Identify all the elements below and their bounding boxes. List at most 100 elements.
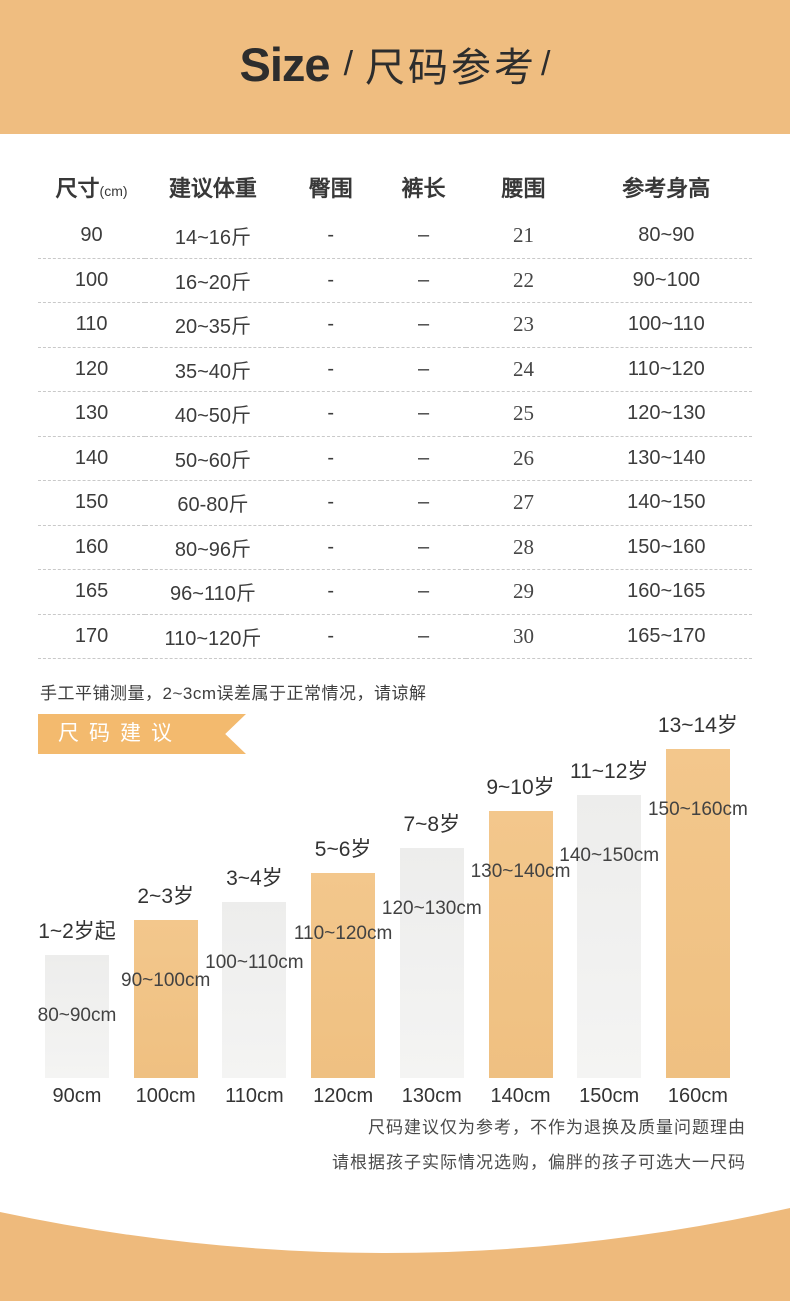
bar-range-label: 120~130cm xyxy=(381,898,482,919)
table-cell: 90 xyxy=(38,214,146,259)
table-cell: 130~140 xyxy=(580,436,752,481)
bar-age-label: 11~12岁 xyxy=(569,760,649,783)
bar-age-label: 13~14岁 xyxy=(657,714,738,737)
table-cell: 30 xyxy=(466,614,581,659)
size-advice-ribbon: 尺码建议 xyxy=(38,714,246,754)
table-row: 165 96~110斤 - –29 160~165 xyxy=(38,569,752,615)
table-cell: 90~100 xyxy=(580,258,752,303)
axis-label: 150cm xyxy=(579,1085,640,1107)
table-cell: – xyxy=(380,569,467,615)
table-cell: 110~120斤 xyxy=(145,614,281,659)
size-table-header-row: 尺寸(cm) 建议体重 臀围 裤长 腰围 参考身高 xyxy=(38,160,752,214)
table-cell: 120 xyxy=(38,347,146,392)
column-header: 臀围 xyxy=(308,176,353,201)
column-header: 裤长 xyxy=(401,176,446,201)
bar-age-label: 2~3岁 xyxy=(137,885,194,908)
table-cell: 160~165 xyxy=(580,569,752,615)
column-header: 参考身高 xyxy=(622,176,711,201)
chart-bar xyxy=(488,811,553,1078)
table-cell: 100~110 xyxy=(580,302,752,348)
table-cell: 110 xyxy=(38,302,146,348)
table-cell: - xyxy=(280,347,381,392)
table-cell: 140 xyxy=(38,436,146,481)
chart-bar xyxy=(222,902,287,1078)
disclaimer-line-1: 尺码建议仅为参考，不作为退换及质量问题理由 xyxy=(368,1118,746,1137)
table-cell: 26 xyxy=(466,436,581,481)
table-cell: 20~35斤 xyxy=(145,302,281,348)
table-cell: - xyxy=(280,569,381,615)
table-cell: - xyxy=(280,214,381,259)
table-cell: 160 xyxy=(38,525,146,570)
table-row: 170 110~120斤 - –30 165~170 xyxy=(38,614,752,659)
table-cell: 27 xyxy=(466,480,581,526)
axis-label: 120cm xyxy=(313,1085,374,1107)
table-cell: – xyxy=(380,214,467,259)
footer-wave xyxy=(0,1208,790,1301)
bar-range-label: 130~140cm xyxy=(470,861,571,882)
table-cell: 80~96斤 xyxy=(145,525,281,570)
size-recommendation-chart: 1~2岁起 80~90cm 90cm 2~3岁 90~100cm 100cm 3~4岁 100… xyxy=(38,703,752,1108)
table-cell: - xyxy=(280,436,381,481)
table-cell: - xyxy=(280,302,381,348)
title-end-slash: / xyxy=(541,44,551,83)
table-row: 160 80~96斤 - –28 150~160 xyxy=(38,525,752,570)
table-cell: 21 xyxy=(466,214,581,259)
bar-age-label: 9~10岁 xyxy=(486,776,555,799)
table-cell: 140~150 xyxy=(580,480,752,526)
size-table: 尺寸(cm) 建议体重 臀围 裤长 腰围 参考身高 90 14~16斤 - –21 80~90 10… xyxy=(38,160,752,659)
axis-label: 90cm xyxy=(52,1085,102,1107)
table-cell: 40~50斤 xyxy=(145,391,281,437)
table-cell: 29 xyxy=(466,569,581,615)
bar-range-label: 150~160cm xyxy=(647,799,748,820)
table-cell: 35~40斤 xyxy=(145,347,281,392)
bar-range-label: 140~150cm xyxy=(559,845,660,866)
header-banner: Size / 尺码参考 / xyxy=(0,0,790,134)
column-header: 尺寸(cm) xyxy=(55,176,128,201)
table-cell: 14~16斤 xyxy=(145,214,281,259)
table-cell: 165~170 xyxy=(580,614,752,659)
axis-label: 100cm xyxy=(135,1085,196,1107)
bar-range-label: 100~110cm xyxy=(205,952,304,973)
table-row: 100 16~20斤 - –22 90~100 xyxy=(38,258,752,303)
title-english: Size xyxy=(239,37,331,91)
table-cell: – xyxy=(380,525,467,570)
ribbon-label: 尺码建议 xyxy=(58,722,182,745)
table-cell: – xyxy=(380,436,467,481)
bar-age-label: 5~6岁 xyxy=(314,838,372,861)
axis-label: 140cm xyxy=(490,1085,551,1107)
chart-bar xyxy=(577,795,642,1078)
chart-bar xyxy=(399,848,464,1078)
table-cell: – xyxy=(380,391,467,437)
table-cell: – xyxy=(380,614,467,659)
table-cell: 150~160 xyxy=(580,525,752,570)
chart-bar xyxy=(45,955,109,1078)
chart-bar xyxy=(665,749,730,1078)
table-cell: - xyxy=(280,614,381,659)
table-cell: 80~90 xyxy=(580,214,752,259)
column-header: 腰围 xyxy=(501,176,546,201)
table-cell: 50~60斤 xyxy=(145,436,281,481)
table-cell: - xyxy=(280,480,381,526)
axis-label: 110cm xyxy=(225,1085,284,1107)
table-cell: 28 xyxy=(466,525,581,570)
measure-note: 手工平铺测量，2~3cm误差属于正常情况，请谅解 xyxy=(40,684,427,703)
bar-age-label: 1~2岁起 xyxy=(38,920,116,943)
table-cell: – xyxy=(380,258,467,303)
table-cell: 150 xyxy=(38,480,146,526)
axis-label: 160cm xyxy=(667,1085,728,1107)
table-cell: 16~20斤 xyxy=(145,258,281,303)
table-row: 130 40~50斤 - –25 120~130 xyxy=(38,391,752,437)
chart-bar xyxy=(133,920,198,1078)
table-cell: 100 xyxy=(38,258,146,303)
table-row: 110 20~35斤 - –23 100~110 xyxy=(38,302,752,348)
bar-range-label: 110~120cm xyxy=(293,923,393,944)
table-cell: 24 xyxy=(466,347,581,392)
bar-age-label: 7~8岁 xyxy=(403,813,461,836)
table-cell: 165 xyxy=(38,569,146,615)
table-row: 90 14~16斤 - –21 80~90 xyxy=(38,214,752,259)
column-header: 建议体重 xyxy=(168,176,257,201)
table-cell: – xyxy=(380,302,467,348)
chart-bar xyxy=(311,873,376,1078)
bar-range-label: 80~90cm xyxy=(37,1005,117,1026)
